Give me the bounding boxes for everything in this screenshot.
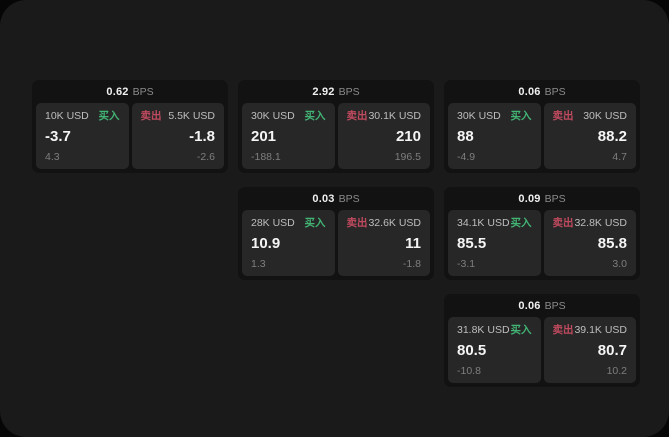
quote-card-grid: 0.62 BPS 10K USD 买入 -3.7 4.3 卖出 5.5K USD (32, 80, 640, 387)
sell-panel[interactable]: 卖出 30K USD 88.2 4.7 (543, 103, 636, 169)
sell-panel[interactable]: 卖出 30.1K USD 210 196.5 (337, 103, 430, 169)
bps-header: 2.92 BPS (242, 80, 430, 103)
quote-panels: 30K USD 买入 201 -188.1 卖出 30.1K USD 210 1… (242, 103, 430, 169)
quote-panels: 34.1K USD 买入 85.5 -3.1 卖出 32.8K USD 85.8… (448, 210, 636, 276)
quote-card-5: 0.09 BPS 34.1K USD 买入 85.5 -3.1 卖出 32.8K… (444, 187, 640, 280)
sell-price: 80.7 (597, 342, 627, 359)
bps-unit-label: BPS (544, 85, 566, 98)
quote-card-1: 0.62 BPS 10K USD 买入 -3.7 4.3 卖出 5.5K USD (32, 80, 228, 173)
bps-unit-label: BPS (338, 85, 360, 98)
buy-badge: 买入 (304, 217, 326, 229)
quote-card-2: 2.92 BPS 30K USD 买入 201 -188.1 卖出 30.1K … (238, 80, 434, 173)
buy-size: 30K USD (457, 110, 501, 122)
sell-delta: 3.0 (612, 257, 627, 270)
buy-size: 10K USD (45, 110, 89, 122)
buy-price: 85.5 (457, 235, 487, 252)
sell-price: 88.2 (597, 128, 627, 145)
quote-panels: 28K USD 买入 10.9 1.3 卖出 32.6K USD 11 -1.8 (242, 210, 430, 276)
sell-size: 39.1K USD (574, 324, 627, 336)
buy-delta: -4.9 (457, 150, 476, 163)
sell-delta: 10.2 (606, 364, 627, 377)
quote-card-6: 0.06 BPS 31.8K USD 买入 80.5 -10.8 卖出 39.1… (444, 294, 640, 387)
sell-size: 30.1K USD (368, 110, 421, 122)
sell-price: 85.8 (597, 235, 627, 252)
buy-price: -3.7 (45, 128, 71, 145)
sell-panel[interactable]: 卖出 5.5K USD -1.8 -2.6 (131, 103, 224, 169)
sell-panel[interactable]: 卖出 39.1K USD 80.7 10.2 (543, 317, 636, 383)
buy-delta: 4.3 (45, 150, 60, 163)
buy-badge: 买入 (510, 324, 532, 336)
bps-unit-label: BPS (132, 85, 154, 98)
buy-size: 31.8K USD (457, 324, 510, 336)
buy-badge: 买入 (98, 110, 120, 122)
quote-panels: 30K USD 买入 88 -4.9 卖出 30K USD 88.2 4.7 (448, 103, 636, 169)
sell-badge: 卖出 (552, 217, 574, 229)
buy-badge: 买入 (510, 217, 532, 229)
buy-price: 201 (251, 128, 277, 145)
quote-panels: 10K USD 买入 -3.7 4.3 卖出 5.5K USD -1.8 -2.… (36, 103, 224, 169)
quote-card-4: 0.03 BPS 28K USD 买入 10.9 1.3 卖出 32.6K US… (238, 187, 434, 280)
sell-price: -1.8 (189, 128, 215, 145)
sell-delta: 4.7 (612, 150, 627, 163)
buy-panel[interactable]: 31.8K USD 买入 80.5 -10.8 (448, 317, 541, 383)
sell-size: 32.8K USD (574, 217, 627, 229)
sell-delta: -2.6 (196, 150, 215, 163)
buy-panel[interactable]: 34.1K USD 买入 85.5 -3.1 (448, 210, 541, 276)
buy-panel[interactable]: 30K USD 买入 88 -4.9 (448, 103, 541, 169)
sell-price: 11 (405, 235, 421, 252)
sell-badge: 卖出 (140, 110, 162, 122)
buy-badge: 买入 (510, 110, 532, 122)
bps-value: 2.92 (312, 85, 335, 98)
sell-badge: 卖出 (552, 324, 574, 336)
sell-delta: 196.5 (394, 150, 421, 163)
bps-value: 0.62 (106, 85, 129, 98)
buy-delta: -3.1 (457, 257, 476, 270)
sell-delta: -1.8 (402, 257, 421, 270)
buy-delta: -188.1 (251, 150, 281, 163)
quote-card-3: 0.06 BPS 30K USD 买入 88 -4.9 卖出 30K USD (444, 80, 640, 173)
sell-panel[interactable]: 卖出 32.6K USD 11 -1.8 (337, 210, 430, 276)
bps-header: 0.03 BPS (242, 187, 430, 210)
buy-price: 80.5 (457, 342, 487, 359)
buy-badge: 买入 (304, 110, 326, 122)
bps-value: 0.09 (518, 192, 541, 205)
bps-unit-label: BPS (338, 192, 360, 205)
sell-badge: 卖出 (346, 217, 368, 229)
bps-unit-label: BPS (544, 299, 566, 312)
sell-size: 5.5K USD (168, 110, 215, 122)
quote-panels: 31.8K USD 买入 80.5 -10.8 卖出 39.1K USD 80.… (448, 317, 636, 383)
buy-price: 88 (457, 128, 474, 145)
buy-delta: 1.3 (251, 257, 266, 270)
buy-price: 10.9 (251, 235, 281, 252)
sell-badge: 卖出 (552, 110, 574, 122)
bps-value: 0.06 (518, 299, 541, 312)
sell-size: 30K USD (583, 110, 627, 122)
sell-size: 32.6K USD (368, 217, 421, 229)
bps-header: 0.06 BPS (448, 80, 636, 103)
sell-price: 210 (395, 128, 421, 145)
bps-unit-label: BPS (544, 192, 566, 205)
bps-header: 0.09 BPS (448, 187, 636, 210)
buy-size: 30K USD (251, 110, 295, 122)
bps-value: 0.03 (312, 192, 335, 205)
bps-header: 0.62 BPS (36, 80, 224, 103)
buy-panel[interactable]: 28K USD 买入 10.9 1.3 (242, 210, 335, 276)
bps-value: 0.06 (518, 85, 541, 98)
buy-panel[interactable]: 10K USD 买入 -3.7 4.3 (36, 103, 129, 169)
buy-delta: -10.8 (457, 364, 481, 377)
sell-badge: 卖出 (346, 110, 368, 122)
sell-panel[interactable]: 卖出 32.8K USD 85.8 3.0 (543, 210, 636, 276)
buy-panel[interactable]: 30K USD 买入 201 -188.1 (242, 103, 335, 169)
buy-size: 34.1K USD (457, 217, 510, 229)
bps-header: 0.06 BPS (448, 294, 636, 317)
buy-size: 28K USD (251, 217, 295, 229)
